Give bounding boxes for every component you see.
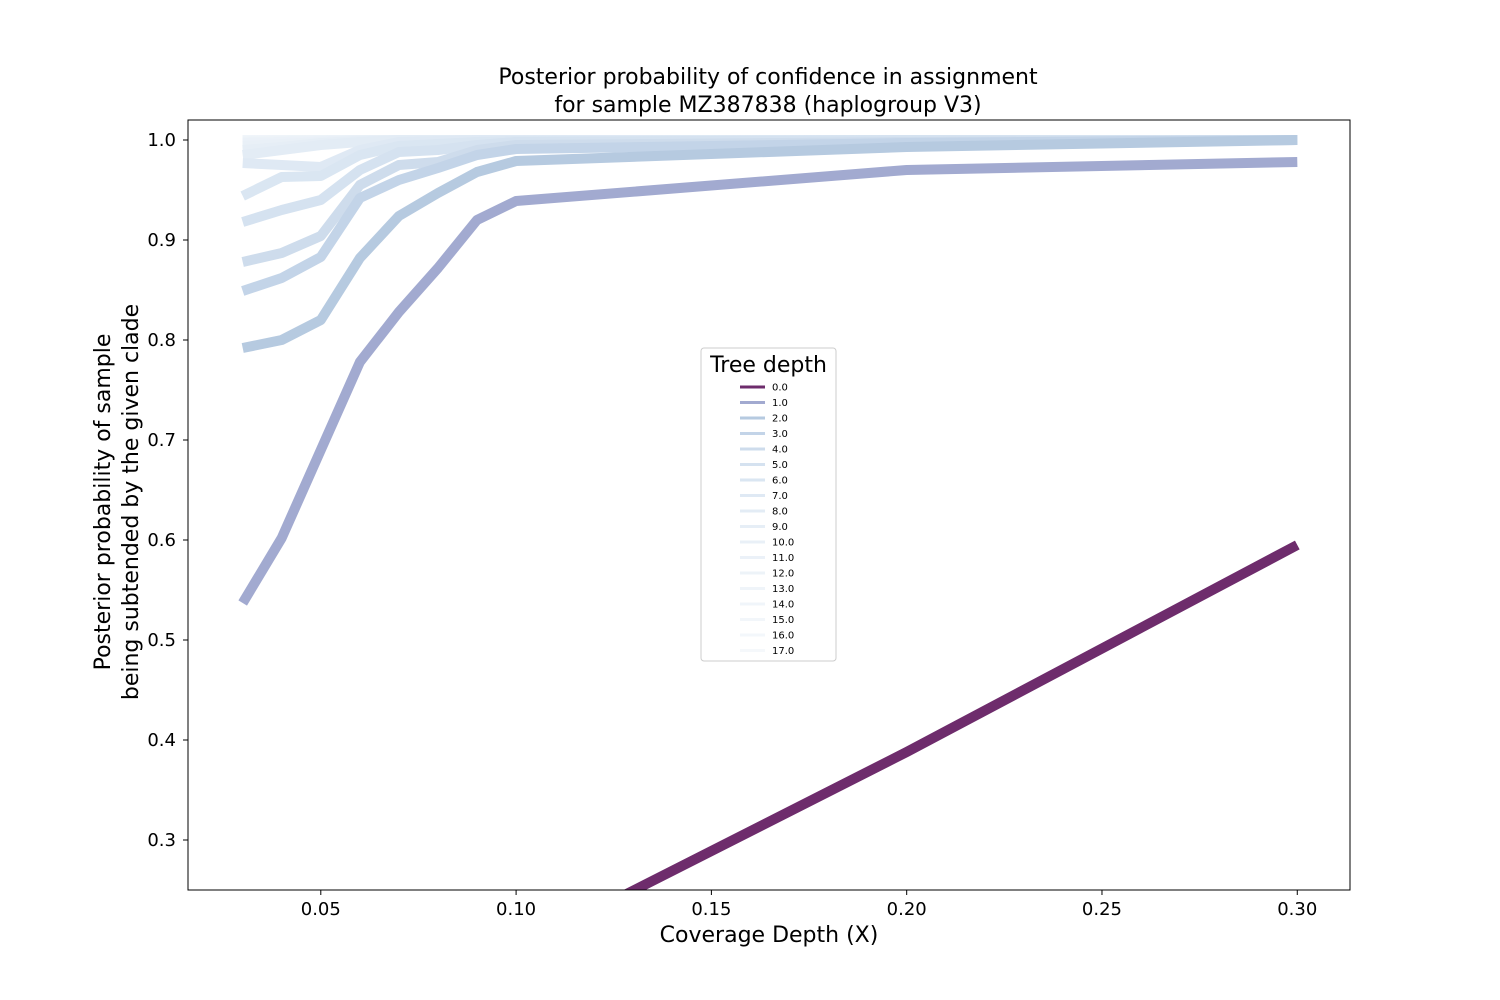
y-tick-label: 0.9 bbox=[147, 230, 176, 251]
series-line-4.0 bbox=[241, 135, 1298, 267]
legend-label: 15.0 bbox=[772, 615, 794, 626]
y-axis-label-line: Posterior probability of sample bbox=[91, 334, 116, 671]
x-axis: 0.05 0.10 0.15 0.20 0.25 0.30 bbox=[301, 890, 1317, 920]
legend-label: 6.0 bbox=[772, 476, 788, 487]
y-tick-label: 0.3 bbox=[147, 830, 176, 851]
x-tick-label: 0.25 bbox=[1082, 899, 1122, 920]
legend-label: 14.0 bbox=[772, 600, 794, 611]
legend-title: Tree depth bbox=[709, 353, 827, 378]
y-axis-label-line: being subtended by the given clade bbox=[119, 304, 144, 700]
legend-box bbox=[700, 347, 837, 662]
x-tick-label: 0.05 bbox=[301, 899, 341, 920]
legend-label: 3.0 bbox=[772, 429, 788, 440]
legend-label: 12.0 bbox=[772, 569, 794, 580]
legend-label: 4.0 bbox=[772, 445, 788, 456]
series-line-0.0 bbox=[623, 540, 1300, 890]
legend-label: 16.0 bbox=[772, 631, 794, 642]
legend-label: 9.0 bbox=[772, 522, 788, 533]
legend-label: 8.0 bbox=[772, 507, 788, 518]
chart-title: Posterior probability of confidence in a… bbox=[498, 65, 1038, 118]
chart-title-line: for sample MZ387838 (haplogroup V3) bbox=[554, 93, 981, 118]
series-line-1.0 bbox=[238, 157, 1298, 606]
legend-label: 13.0 bbox=[772, 584, 794, 595]
legend-label: 1.0 bbox=[772, 398, 788, 409]
x-axis-label: Coverage Depth (X) bbox=[660, 923, 879, 948]
chart-title-line: Posterior probability of confidence in a… bbox=[498, 65, 1038, 90]
series-line-2.0 bbox=[241, 135, 1298, 353]
plot-frame bbox=[187, 119, 1351, 891]
series-line-3.0 bbox=[241, 135, 1298, 296]
legend-label: 10.0 bbox=[772, 538, 794, 549]
series-layer bbox=[238, 135, 1300, 890]
x-tick-label: 0.30 bbox=[1277, 899, 1317, 920]
y-tick-label: 0.5 bbox=[147, 630, 176, 651]
x-tick-label: 0.10 bbox=[496, 899, 536, 920]
legend-label: 17.0 bbox=[772, 646, 794, 657]
y-tick-label: 0.8 bbox=[147, 330, 176, 351]
y-tick-label: 1.0 bbox=[147, 130, 176, 151]
x-tick-label: 0.15 bbox=[691, 899, 731, 920]
y-axis: 0.3 0.4 0.5 0.6 0.7 0.8 0.9 1.0 bbox=[147, 130, 188, 851]
legend-label: 11.0 bbox=[772, 553, 794, 564]
legend-label: 0.0 bbox=[772, 383, 788, 394]
x-tick-label: 0.20 bbox=[887, 899, 927, 920]
legend-label: 7.0 bbox=[772, 491, 788, 502]
y-axis-label: Posterior probability of sample being sub… bbox=[91, 304, 144, 700]
legend-label: 5.0 bbox=[772, 460, 788, 471]
y-tick-label: 0.6 bbox=[147, 530, 176, 551]
y-tick-label: 0.7 bbox=[147, 430, 176, 451]
legend-label: 2.0 bbox=[772, 414, 788, 425]
y-tick-label: 0.4 bbox=[147, 730, 176, 751]
legend: Tree depth 0.0 1.0 2.0 3.0 4.0 5.0 6.0 7.0 8.0 9.0… bbox=[700, 347, 837, 662]
